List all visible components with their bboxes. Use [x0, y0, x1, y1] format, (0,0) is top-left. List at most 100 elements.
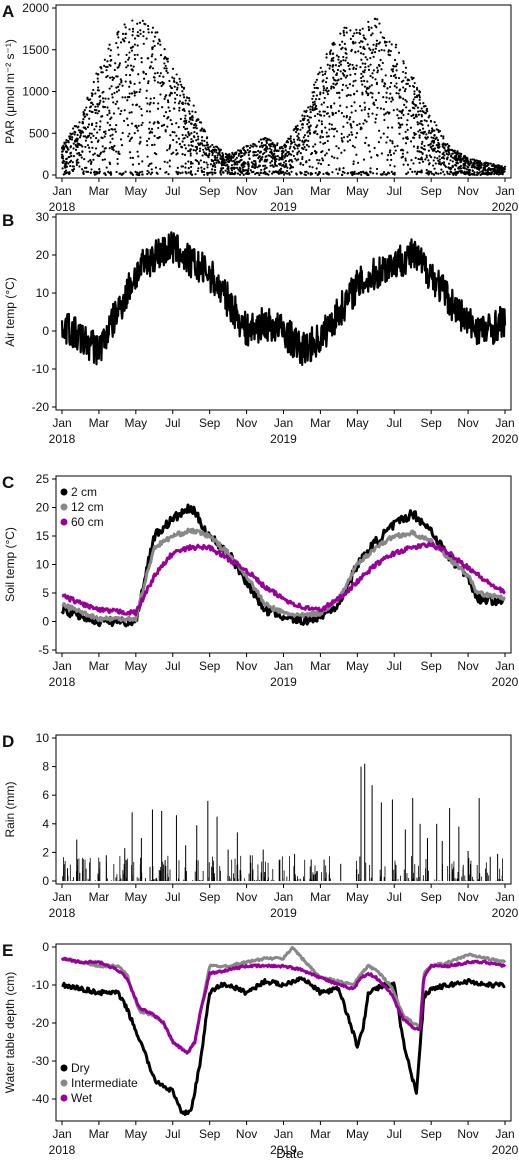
- data-point: [370, 84, 373, 87]
- data-point: [302, 117, 305, 120]
- data-point: [101, 145, 104, 148]
- data-point: [423, 144, 426, 148]
- data-point: [318, 113, 321, 116]
- data-point: [468, 171, 471, 174]
- data-point: [192, 135, 196, 138]
- data-point: [141, 19, 144, 22]
- x-tick-label: Sep: [199, 890, 221, 904]
- data-point: [305, 109, 308, 113]
- data-point: [137, 162, 141, 165]
- data-point: [209, 163, 212, 166]
- data-point: [438, 155, 441, 158]
- data-point: [365, 120, 368, 123]
- data-point: [418, 98, 421, 101]
- data-point: [370, 51, 374, 55]
- data-point: [199, 129, 202, 132]
- data-point: [166, 71, 169, 74]
- data-point: [89, 98, 92, 101]
- x-tick-label: Mar: [310, 184, 331, 198]
- data-point: [297, 150, 301, 153]
- data-point: [118, 152, 121, 156]
- data-point: [322, 142, 325, 145]
- data-point: [65, 157, 69, 160]
- data-point: [260, 138, 263, 141]
- data-point: [168, 159, 171, 162]
- data-point: [219, 171, 222, 174]
- data-point: [81, 150, 84, 153]
- data-point: [219, 149, 222, 152]
- data-point: [450, 154, 453, 157]
- data-point: [121, 96, 124, 99]
- data-point: [405, 100, 408, 103]
- data-point: [348, 83, 352, 86]
- data-point: [447, 146, 450, 149]
- data-point: [443, 157, 446, 160]
- data-point: [136, 171, 139, 174]
- data-point: [120, 173, 123, 176]
- data-point: [93, 128, 96, 131]
- data-point: [205, 161, 208, 164]
- data-point: [302, 163, 305, 166]
- data-point: [436, 157, 439, 160]
- data-point: [76, 152, 79, 155]
- data-point: [138, 105, 141, 108]
- data-point: [174, 97, 177, 100]
- data-point: [94, 147, 98, 150]
- data-point: [351, 144, 355, 147]
- data-point: [168, 145, 172, 148]
- data-point: [247, 163, 250, 166]
- data-point: [131, 103, 134, 106]
- data-point: [173, 91, 177, 94]
- x-tick-label: Sep: [199, 1127, 221, 1141]
- data-point: [203, 139, 206, 143]
- data-point: [436, 138, 440, 142]
- data-point: [465, 168, 468, 171]
- data-point: [365, 90, 368, 93]
- data-point: [111, 76, 114, 79]
- x-tick-label: Jan: [495, 1127, 514, 1141]
- data-point: [353, 172, 356, 176]
- data-point: [278, 172, 281, 175]
- data-point: [213, 163, 216, 167]
- data-point: [291, 166, 295, 169]
- data-point: [342, 31, 345, 34]
- data-point: [105, 69, 108, 72]
- data-point: [326, 139, 329, 143]
- data-point: [369, 57, 372, 60]
- data-point: [152, 102, 155, 105]
- legend-marker: [60, 518, 68, 526]
- data-point: [90, 123, 94, 127]
- data-point: [496, 172, 499, 175]
- data-point: [314, 143, 317, 146]
- data-point: [296, 147, 299, 150]
- y-tick-label: 4: [42, 817, 49, 831]
- data-point: [361, 83, 364, 86]
- data-point: [492, 163, 495, 166]
- data-point: [237, 152, 241, 156]
- data-point: [111, 147, 114, 151]
- x-tick-label: Sep: [420, 1127, 442, 1141]
- data-point: [313, 86, 316, 89]
- data-point: [96, 80, 100, 83]
- data-point: [142, 77, 146, 80]
- data-point: [265, 166, 268, 169]
- data-point: [85, 170, 88, 173]
- x-tick-label: Nov: [457, 890, 478, 904]
- data-point: [181, 133, 184, 137]
- data-point: [313, 131, 316, 135]
- data-point: [306, 122, 309, 126]
- data-point: [367, 65, 370, 68]
- data-point: [165, 58, 168, 61]
- data-point: [383, 49, 386, 52]
- data-point: [63, 146, 66, 149]
- data-point: [275, 164, 279, 167]
- data-point: [178, 100, 182, 103]
- data-point: [371, 76, 374, 79]
- data-point: [156, 31, 159, 34]
- data-point: [334, 111, 337, 115]
- data-point: [148, 110, 152, 113]
- data-point: [226, 170, 229, 174]
- data-point: [457, 154, 460, 158]
- x-year-label: 2018: [49, 906, 76, 920]
- data-point: [108, 63, 111, 67]
